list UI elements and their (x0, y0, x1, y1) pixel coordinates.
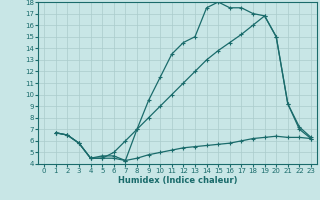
X-axis label: Humidex (Indice chaleur): Humidex (Indice chaleur) (118, 176, 237, 185)
